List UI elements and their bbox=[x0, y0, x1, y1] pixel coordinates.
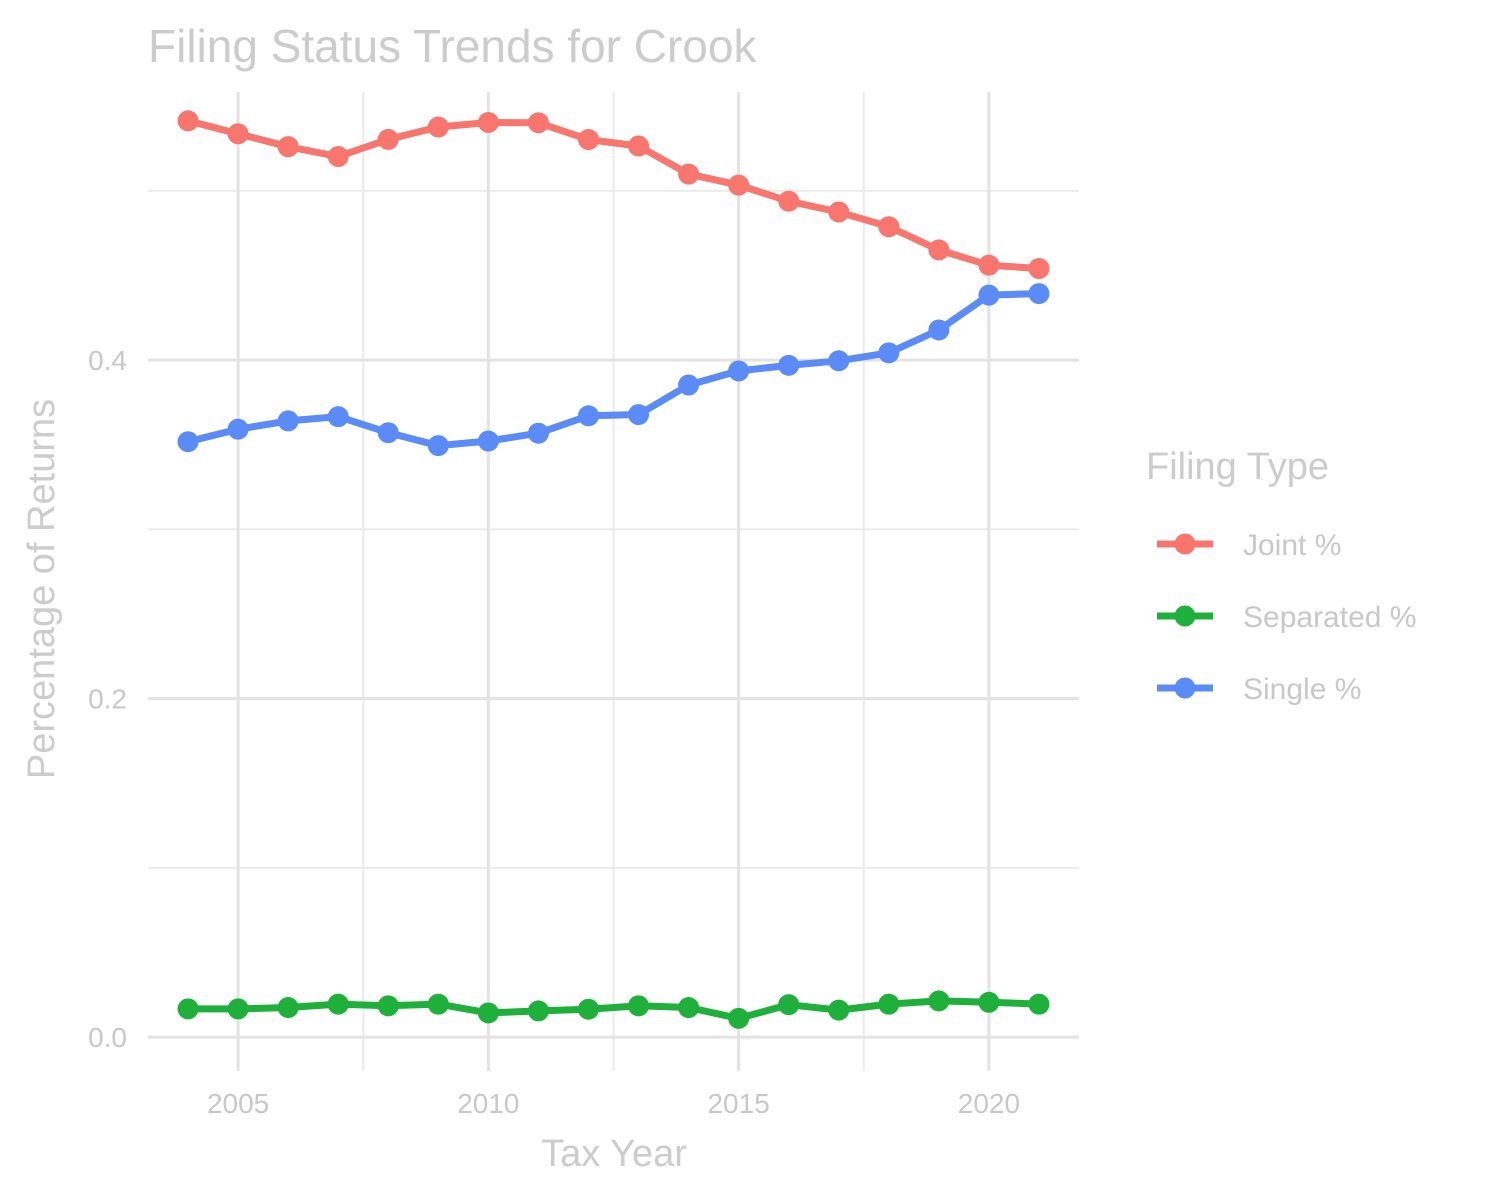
plot-grid bbox=[148, 92, 1079, 1071]
data-point bbox=[427, 435, 449, 457]
data-point bbox=[577, 129, 599, 151]
data-point bbox=[878, 993, 900, 1015]
data-point bbox=[577, 998, 599, 1020]
data-point bbox=[728, 360, 750, 382]
data-point bbox=[177, 431, 199, 453]
data-point bbox=[778, 190, 800, 212]
legend-item: Joint % bbox=[1157, 529, 1341, 562]
data-point bbox=[327, 406, 349, 428]
data-point bbox=[978, 284, 1000, 306]
legend-label: Separated % bbox=[1243, 601, 1416, 634]
data-point bbox=[628, 404, 650, 426]
data-point bbox=[678, 163, 700, 185]
data-point bbox=[227, 998, 249, 1020]
data-point bbox=[477, 111, 499, 133]
series-layer bbox=[177, 110, 1050, 1029]
legend-item: Separated % bbox=[1157, 601, 1416, 634]
legend: Filing Type Joint % Separated % Single % bbox=[1146, 446, 1416, 706]
data-point bbox=[427, 993, 449, 1015]
y-axis-title: Percentage of Returns bbox=[21, 399, 63, 779]
data-point bbox=[928, 990, 950, 1012]
data-point bbox=[628, 995, 650, 1017]
data-point bbox=[527, 1000, 549, 1022]
data-point bbox=[728, 174, 750, 196]
x-axis-title: Tax Year bbox=[541, 1133, 687, 1175]
data-point bbox=[227, 123, 249, 145]
data-point bbox=[978, 254, 1000, 276]
data-point bbox=[527, 422, 549, 444]
data-point bbox=[577, 405, 599, 427]
data-point bbox=[828, 999, 850, 1021]
series-single bbox=[177, 283, 1050, 457]
legend-key-point bbox=[1174, 605, 1196, 627]
data-point bbox=[1028, 993, 1050, 1015]
y-tick-label: 0.0 bbox=[88, 1022, 127, 1053]
data-point bbox=[377, 422, 399, 444]
data-point bbox=[327, 145, 349, 167]
data-point bbox=[778, 354, 800, 376]
legend-key-point bbox=[1174, 677, 1196, 699]
data-point bbox=[277, 997, 299, 1019]
data-point bbox=[527, 112, 549, 134]
x-tick-label: 2020 bbox=[958, 1088, 1020, 1119]
data-point bbox=[427, 116, 449, 138]
data-point bbox=[327, 993, 349, 1015]
data-point bbox=[928, 319, 950, 341]
data-point bbox=[1028, 258, 1050, 280]
data-point bbox=[377, 995, 399, 1017]
data-point bbox=[928, 239, 950, 261]
legend-label: Single % bbox=[1243, 673, 1361, 706]
y-tick-label: 0.2 bbox=[88, 684, 127, 715]
y-axis-ticks: 0.0 0.2 0.4 bbox=[88, 345, 127, 1053]
data-point bbox=[828, 350, 850, 372]
legend-key-point bbox=[1174, 533, 1196, 555]
x-axis-ticks: 2005 2010 2015 2020 bbox=[207, 1088, 1020, 1119]
data-point bbox=[878, 216, 900, 238]
data-point bbox=[377, 128, 399, 150]
x-tick-label: 2005 bbox=[207, 1088, 269, 1119]
data-point bbox=[628, 135, 650, 157]
data-point bbox=[1028, 283, 1050, 305]
y-tick-label: 0.4 bbox=[88, 345, 127, 376]
data-point bbox=[227, 418, 249, 440]
series-separated bbox=[177, 990, 1050, 1029]
data-point bbox=[277, 136, 299, 158]
data-point bbox=[678, 997, 700, 1019]
data-point bbox=[277, 410, 299, 432]
x-tick-label: 2010 bbox=[457, 1088, 519, 1119]
data-point bbox=[477, 430, 499, 452]
data-point bbox=[678, 374, 700, 396]
x-tick-label: 2015 bbox=[707, 1088, 769, 1119]
data-point bbox=[177, 110, 199, 132]
legend-label: Joint % bbox=[1243, 529, 1341, 562]
data-point bbox=[177, 998, 199, 1020]
data-point bbox=[477, 1002, 499, 1024]
chart-title: Filing Status Trends for Crook bbox=[148, 20, 757, 72]
series-joint bbox=[177, 110, 1050, 280]
data-point bbox=[878, 342, 900, 364]
legend-item: Single % bbox=[1157, 673, 1361, 706]
data-point bbox=[828, 201, 850, 223]
data-point bbox=[978, 991, 1000, 1013]
data-point bbox=[778, 994, 800, 1016]
legend-title: Filing Type bbox=[1146, 446, 1329, 488]
data-point bbox=[728, 1007, 750, 1029]
